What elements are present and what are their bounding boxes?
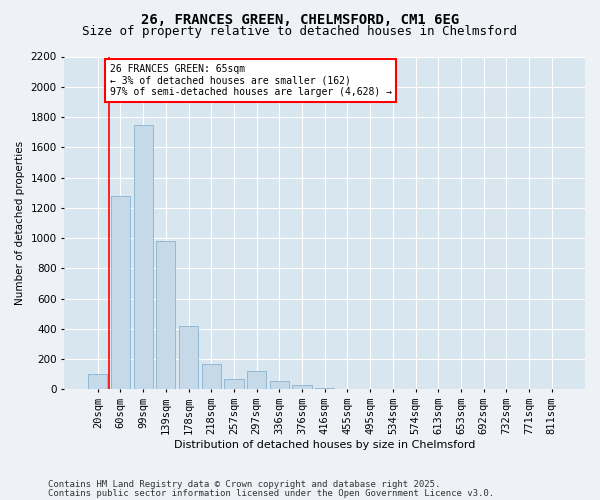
Text: Contains HM Land Registry data © Crown copyright and database right 2025.: Contains HM Land Registry data © Crown c…: [48, 480, 440, 489]
Bar: [111, 196, 130, 390]
Bar: [338, 388, 357, 390]
Bar: [134, 124, 153, 390]
Bar: [269, 381, 289, 390]
Bar: [247, 371, 266, 390]
Text: 26, FRANCES GREEN, CHELMSFORD, CM1 6EG: 26, FRANCES GREEN, CHELMSFORD, CM1 6EG: [141, 12, 459, 26]
Y-axis label: Number of detached properties: Number of detached properties: [15, 141, 25, 305]
Text: 26 FRANCES GREEN: 65sqm
← 3% of detached houses are smaller (162)
97% of semi-de: 26 FRANCES GREEN: 65sqm ← 3% of detached…: [110, 64, 392, 98]
Text: Size of property relative to detached houses in Chelmsford: Size of property relative to detached ho…: [83, 25, 517, 38]
Bar: [156, 241, 175, 390]
Text: Contains public sector information licensed under the Open Government Licence v3: Contains public sector information licen…: [48, 489, 494, 498]
X-axis label: Distribution of detached houses by size in Chelmsford: Distribution of detached houses by size …: [174, 440, 475, 450]
Bar: [292, 385, 311, 390]
Bar: [315, 388, 334, 390]
Bar: [88, 374, 107, 390]
Bar: [202, 364, 221, 390]
Bar: [224, 380, 244, 390]
Bar: [179, 326, 198, 390]
